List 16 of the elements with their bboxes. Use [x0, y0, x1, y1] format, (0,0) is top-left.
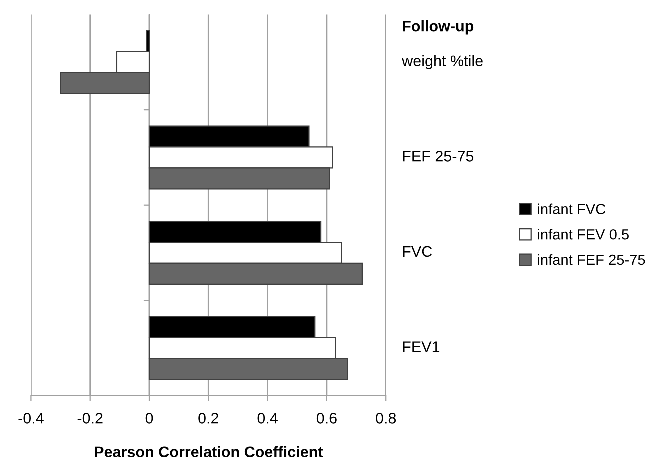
x-tick-label: 0.6: [316, 413, 337, 424]
y-axis-title: Follow-up: [403, 20, 474, 35]
y-tick-label: weight %tile: [402, 55, 483, 70]
y-tick-label: FVC: [403, 246, 432, 258]
x-tick-label: 0.4: [258, 413, 278, 424]
x-tick-label: 0: [146, 413, 154, 424]
y-tick-label: FEF 25-75: [403, 151, 474, 162]
legend-label: infant FVC: [538, 204, 606, 214]
x-axis-title: Pearson Correlation Coefficient: [95, 446, 324, 458]
legend-label: infant FEF 25-75: [538, 254, 646, 266]
x-tick-label: 0.8: [376, 413, 396, 424]
x-tick-label: 0.2: [198, 413, 219, 424]
x-tick-label: -0.2: [78, 413, 103, 424]
x-tick-label: -0.4: [18, 413, 44, 424]
y-tick-label: FEV1: [403, 342, 440, 352]
legend-label: infant FEV 0.5: [538, 229, 629, 240]
